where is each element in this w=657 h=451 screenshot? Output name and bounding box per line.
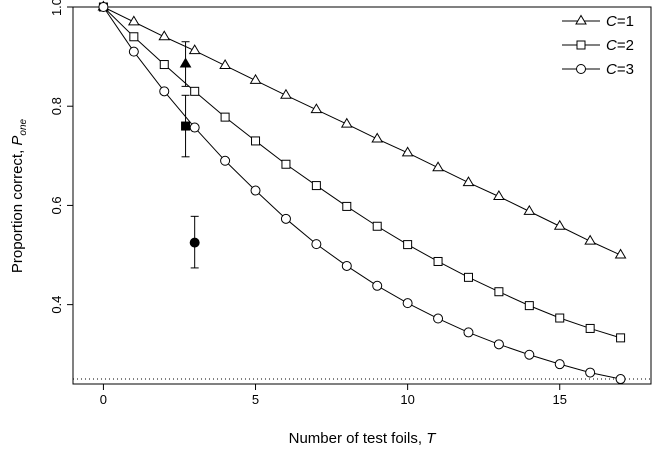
observed-layer: [179, 41, 200, 269]
x-tick-label: 0: [100, 392, 107, 407]
series-3-point: [98, 2, 109, 12]
series-2-point: [342, 201, 352, 211]
series-1-point: [158, 30, 171, 41]
observed-point-1: [179, 57, 192, 68]
series-line-3: [103, 6, 621, 380]
series-2-point: [220, 112, 230, 122]
series-1-point: [219, 59, 231, 70]
series-2-point: [463, 272, 473, 282]
x-tick-label: 10: [400, 392, 414, 407]
series-3-point: [372, 280, 383, 291]
series-1-point: [310, 103, 323, 114]
series-3-point: [128, 46, 139, 57]
y-tick-label: 0.6: [49, 196, 64, 214]
series-2-point: [129, 32, 139, 42]
series-3-point: [341, 260, 352, 271]
legend: C=1 C=2 C=3: [562, 13, 634, 78]
legend-label-c3: C=3: [606, 61, 634, 78]
series-1-point: [432, 161, 444, 172]
series-2-point: [159, 60, 169, 70]
x-tick-label: 5: [252, 392, 259, 407]
series-3-point: [493, 339, 504, 350]
observed-point-3: [189, 237, 200, 248]
series-line-2: [103, 6, 621, 339]
series-1-point: [584, 234, 597, 245]
series-3-point: [159, 86, 170, 97]
series-2-point: [403, 240, 413, 250]
series-2-point: [616, 333, 626, 343]
series-1-point: [462, 176, 475, 187]
series-1-point: [614, 248, 627, 259]
series-2-point: [494, 287, 504, 297]
series-1-point: [553, 219, 566, 230]
plot-frame: [72, 6, 652, 385]
series-1-point: [523, 204, 536, 215]
series-3-point: [311, 239, 322, 250]
series-3-point: [554, 359, 565, 370]
series-1-point: [493, 190, 505, 200]
series-1-point: [280, 88, 292, 99]
series-layer: [97, 0, 627, 385]
series-line-1: [103, 6, 621, 256]
y-tick-label: 1.0: [49, 0, 64, 16]
series-1-point: [371, 132, 384, 143]
series-3-point: [585, 367, 596, 378]
y-axis-label: Proportion correct, Pone: [9, 118, 29, 273]
observed-point-2: [181, 121, 191, 131]
series-3-point: [250, 185, 261, 196]
series-3-point: [524, 349, 535, 360]
series-2-point: [311, 181, 321, 191]
y-tick-label: 0.4: [49, 296, 64, 314]
series-2-point: [433, 256, 443, 266]
series-3-point: [433, 313, 444, 324]
series-2-point: [190, 86, 200, 96]
legend-label-c2: C=2: [606, 37, 634, 54]
legend-square-marker: [576, 40, 586, 50]
series-1-point: [401, 146, 414, 157]
series-3-point: [463, 327, 474, 338]
series-3-point: [402, 298, 413, 309]
legend-label-c1: C=1: [606, 13, 634, 30]
series-2-point: [585, 323, 595, 333]
series-2-point: [281, 159, 291, 169]
axes-layer: 0 5 10 15 0.4 0.6 0.8 1.0: [49, 0, 567, 407]
y-tick-label: 0.8: [49, 97, 64, 115]
x-axis-label: Number of test foils, T: [289, 430, 438, 447]
series-1-point: [340, 117, 353, 128]
series-3-point: [220, 155, 231, 166]
series-1-point: [188, 44, 201, 55]
series-3-point: [280, 213, 291, 224]
series-2-point: [251, 136, 261, 146]
series-2-point: [524, 301, 534, 311]
series-1-point: [249, 73, 262, 84]
series-3-point: [615, 374, 626, 385]
legend-circle-marker: [576, 64, 586, 74]
series-2-point: [372, 221, 382, 231]
x-tick-label: 15: [553, 392, 567, 407]
legend-triangle-marker: [575, 14, 587, 25]
series-2-point: [555, 313, 565, 323]
series-1-point: [127, 15, 140, 26]
series-3-point: [189, 122, 200, 133]
